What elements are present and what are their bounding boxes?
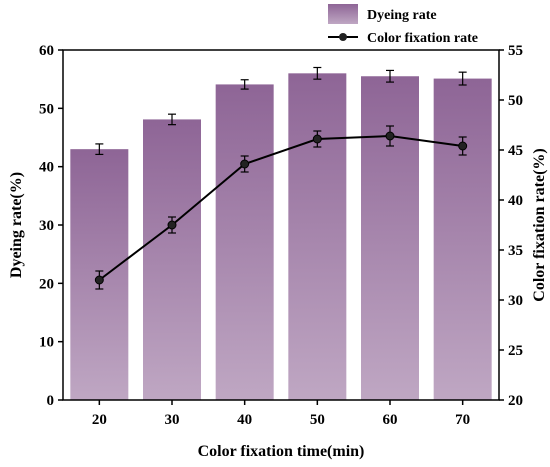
y-tick-label: 50	[39, 101, 54, 117]
line-point	[94, 275, 104, 285]
legend-label-dyeing-rate: Dyeing rate	[367, 8, 437, 23]
plot-frame	[62, 49, 500, 401]
bar-dyeing-rate	[361, 76, 419, 400]
line-point	[385, 131, 395, 141]
legend-label-color-fixation-rate: Color fixation rate	[367, 31, 478, 46]
y-tick-label: 10	[39, 335, 54, 351]
y2-tick-label: 35	[508, 243, 523, 259]
y-tick-label: 0	[47, 393, 55, 409]
x-tick-label: 60	[383, 412, 398, 428]
bar-dyeing-rate	[215, 84, 274, 401]
y-tick-label: 60	[39, 43, 54, 59]
x-tick-label: 40	[237, 412, 252, 428]
bar-dyeing-rate	[143, 119, 201, 401]
x-tick-label: 30	[165, 412, 180, 428]
x-tick-label: 70	[455, 412, 470, 428]
y2-tick-label: 55	[508, 43, 523, 59]
x-tick-label: 50	[310, 412, 325, 428]
line-color-fixation-rate	[98, 134, 463, 281]
x-axis-title: Color fixation time(min)	[198, 443, 365, 460]
y2-tick-label: 50	[508, 93, 523, 109]
x-tick-label: 20	[92, 412, 107, 428]
labels-layer: 0 10 20 30 40 50 60 20 25 30 35 40 45 50 55 20 30 40 50 60 7…	[8, 43, 548, 460]
y-tick-label: 30	[39, 218, 54, 234]
y2-tick-label: 25	[508, 343, 523, 359]
line-point	[167, 220, 177, 230]
y2-axis-title: Color fixation rate(%)	[531, 148, 548, 301]
y-axis-title: Dyeing rate(%)	[8, 172, 25, 278]
line-point	[458, 141, 468, 151]
axes-layer	[58, 49, 504, 405]
y2-tick-label: 20	[508, 393, 523, 409]
bar-dyeing-rate	[288, 73, 347, 400]
y-tick-label: 40	[39, 160, 54, 176]
line-point	[312, 134, 322, 144]
y2-tick-label: 30	[508, 293, 523, 309]
line-point	[240, 159, 250, 169]
line-layer	[94, 125, 468, 290]
legend-marker-color-fixation-rate	[339, 33, 347, 41]
y-tick-label: 20	[39, 276, 54, 292]
legend-swatch-dyeing-rate	[328, 4, 358, 24]
bar-dyeing-rate	[433, 78, 492, 400]
bars-layer	[70, 66, 492, 401]
y2-tick-label: 45	[508, 143, 523, 159]
y2-tick-label: 40	[508, 193, 523, 209]
legend: Dyeing rate Color fixation rate	[328, 4, 478, 46]
